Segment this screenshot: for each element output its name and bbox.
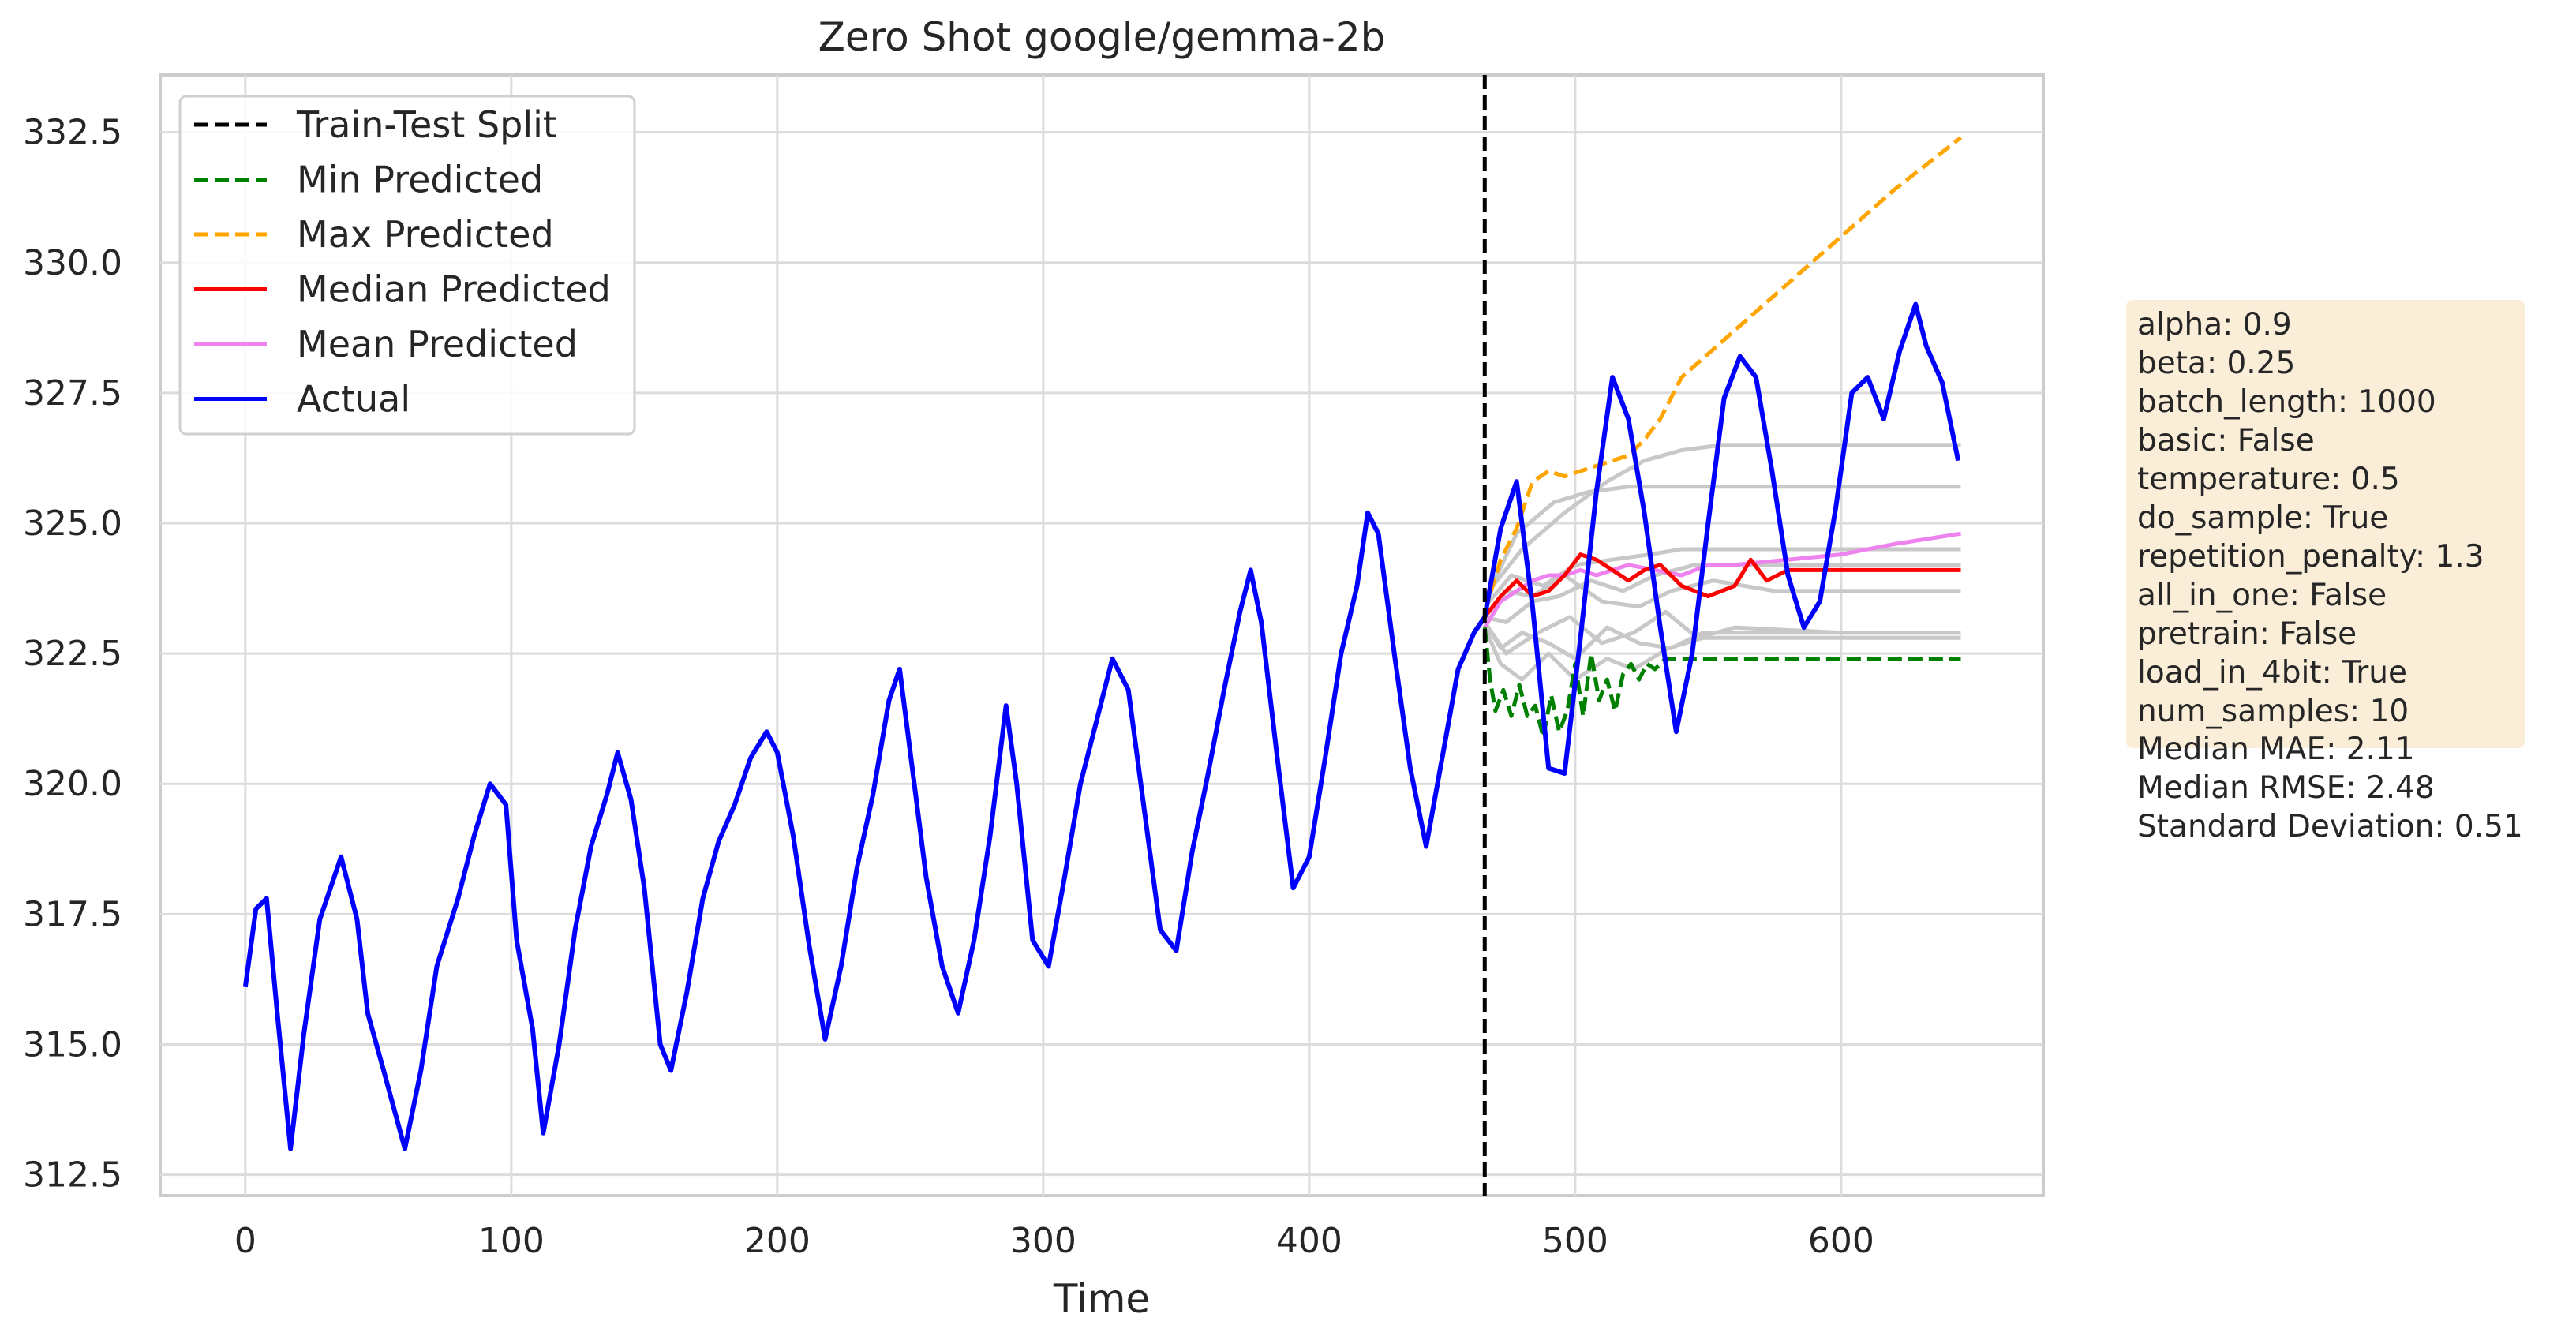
param-line: do_sample: True	[2137, 500, 2388, 536]
max-predicted-line	[1482, 136, 1963, 613]
x-tick-label: 600	[1808, 1221, 1874, 1261]
min-predicted-line	[1482, 627, 1961, 739]
metric-line: Standard Deviation: 0.51	[2137, 809, 2523, 844]
sample-forecasts	[1483, 443, 1961, 682]
legend-label: Min Predicted	[297, 159, 543, 201]
legend-label: Train-Test Split	[296, 103, 557, 146]
series-lines	[242, 136, 1963, 1151]
y-tick-label: 322.5	[23, 634, 122, 674]
y-tick-label: 330.0	[23, 243, 122, 283]
sample-forecast-line	[1483, 443, 1961, 598]
param-line: load_in_4bit: True	[2137, 655, 2407, 691]
metric-line: Median RMSE: 2.48	[2137, 770, 2435, 806]
tick-labels: 0 100 200 300 400 500 600 312.5 315.0 317.5 320.0 3…	[23, 113, 1874, 1261]
y-tick-label: 320.0	[23, 764, 122, 804]
x-tick-label: 100	[478, 1221, 545, 1261]
legend-label: Max Predicted	[297, 213, 554, 256]
params-box-background	[2126, 300, 2525, 748]
sample-forecast-line	[1483, 485, 1961, 603]
y-tick-label: 332.5	[23, 113, 122, 153]
param-line: alpha: 0.9	[2137, 307, 2292, 342]
sample-forecast-line	[1483, 609, 1961, 656]
legend: Train-Test Split Min Predicted Max Predict…	[178, 95, 636, 436]
param-line: temperature: 0.5	[2137, 462, 2400, 497]
y-tick-label: 315.0	[23, 1024, 122, 1065]
sample-forecast-line	[1483, 627, 1961, 682]
x-tick-label: 300	[1010, 1221, 1076, 1261]
param-line: pretrain: False	[2137, 616, 2357, 652]
param-line: all_in_one: False	[2137, 578, 2387, 613]
chart-title: Zero Shot google/gemma-2b	[818, 14, 1386, 60]
param-line: basic: False	[2137, 423, 2315, 459]
sample-forecast-line	[1484, 563, 1961, 624]
legend-label: Mean Predicted	[297, 323, 578, 365]
legend-label: Median Predicted	[297, 268, 611, 311]
y-tick-label: 327.5	[23, 373, 122, 414]
legend-label: Actual	[297, 378, 410, 421]
y-tick-label: 317.5	[23, 894, 122, 934]
param-line: repetition_penalty: 1.3	[2137, 539, 2484, 575]
param-line: batch_length: 1000	[2137, 384, 2436, 420]
y-tick-label: 325.0	[23, 503, 122, 544]
x-tick-label: 400	[1276, 1221, 1342, 1261]
legend-frame	[178, 95, 636, 436]
x-tick-label: 200	[744, 1221, 811, 1261]
x-tick-label: 0	[234, 1221, 256, 1261]
x-tick-label: 500	[1542, 1221, 1608, 1261]
x-axis-title: Time	[1053, 1276, 1150, 1322]
metric-line: Median MAE: 2.11	[2137, 732, 2415, 767]
param-line: num_samples: 10	[2137, 694, 2409, 729]
actual-line	[242, 301, 1961, 1151]
param-line: beta: 0.25	[2137, 346, 2295, 381]
sample-forecast-line	[1483, 573, 1961, 629]
y-tick-label: 312.5	[23, 1155, 122, 1196]
